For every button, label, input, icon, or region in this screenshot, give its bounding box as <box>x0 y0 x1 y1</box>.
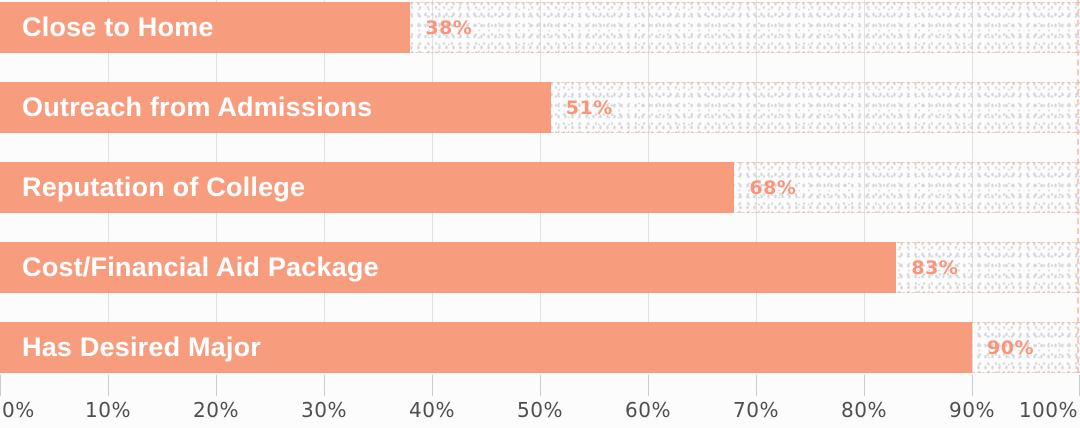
bar-category-label: Close to Home <box>22 12 214 42</box>
axis-tick-20 <box>216 375 217 396</box>
axis-tick-10 <box>108 375 109 396</box>
x-axis: 0% 10% 20% 30% 40% 50% 60% 70% 80% 90% 100% <box>0 373 1080 428</box>
axis-tick-80 <box>864 375 865 396</box>
axis-tick-label: 40% <box>409 398 455 422</box>
axis-tick-label: 90% <box>949 398 995 422</box>
axis-tick-70 <box>756 375 757 396</box>
bar-category-label: Outreach from Admissions <box>22 92 373 122</box>
bar-category-label: Has Desired Major <box>22 332 261 362</box>
axis-tick-label: 50% <box>517 398 563 422</box>
axis-tick-label: 70% <box>733 398 779 422</box>
bar: Close to Home <box>0 2 411 53</box>
bar-row: Reputation of College 68% <box>0 162 1080 213</box>
axis-tick-0 <box>0 375 1 396</box>
bar-value-label: 51% <box>565 96 613 119</box>
axis-tick-label: 100% <box>1018 398 1078 422</box>
bar: Cost/Financial Aid Package <box>0 242 897 293</box>
bar: Outreach from Admissions <box>0 82 551 133</box>
axis-tick-label: 20% <box>193 398 239 422</box>
axis-tick-label: 80% <box>841 398 887 422</box>
axis-tick-label: 30% <box>301 398 347 422</box>
axis-tick-40 <box>432 375 433 396</box>
axis-tick-label: 60% <box>625 398 671 422</box>
axis-tick-50 <box>540 375 541 396</box>
axis-tick-label: 0% <box>2 398 35 422</box>
bar-row: Close to Home 38% <box>0 2 1080 53</box>
bar-category-label: Reputation of College <box>22 172 306 202</box>
bar: Reputation of College <box>0 162 735 213</box>
axis-tick-90 <box>972 375 973 396</box>
bar-category-label: Cost/Financial Aid Package <box>22 252 379 282</box>
bar-row: Outreach from Admissions 51% <box>0 82 1080 133</box>
axis-tick-30 <box>324 375 325 396</box>
bar: Has Desired Major <box>0 322 972 373</box>
axis-tick-60 <box>648 375 649 396</box>
bar-row: Cost/Financial Aid Package 83% <box>0 242 1080 293</box>
plot-area: Close to Home 38% Outreach from Admissions… <box>0 0 1080 373</box>
bar-value-label: 38% <box>425 16 473 39</box>
bar-value-label: 68% <box>749 176 797 199</box>
bar-value-label: 83% <box>911 256 959 279</box>
bar-value-label: 90% <box>987 336 1034 359</box>
axis-tick-label: 10% <box>85 398 131 422</box>
bar-row: Has Desired Major 90% <box>0 322 1080 373</box>
